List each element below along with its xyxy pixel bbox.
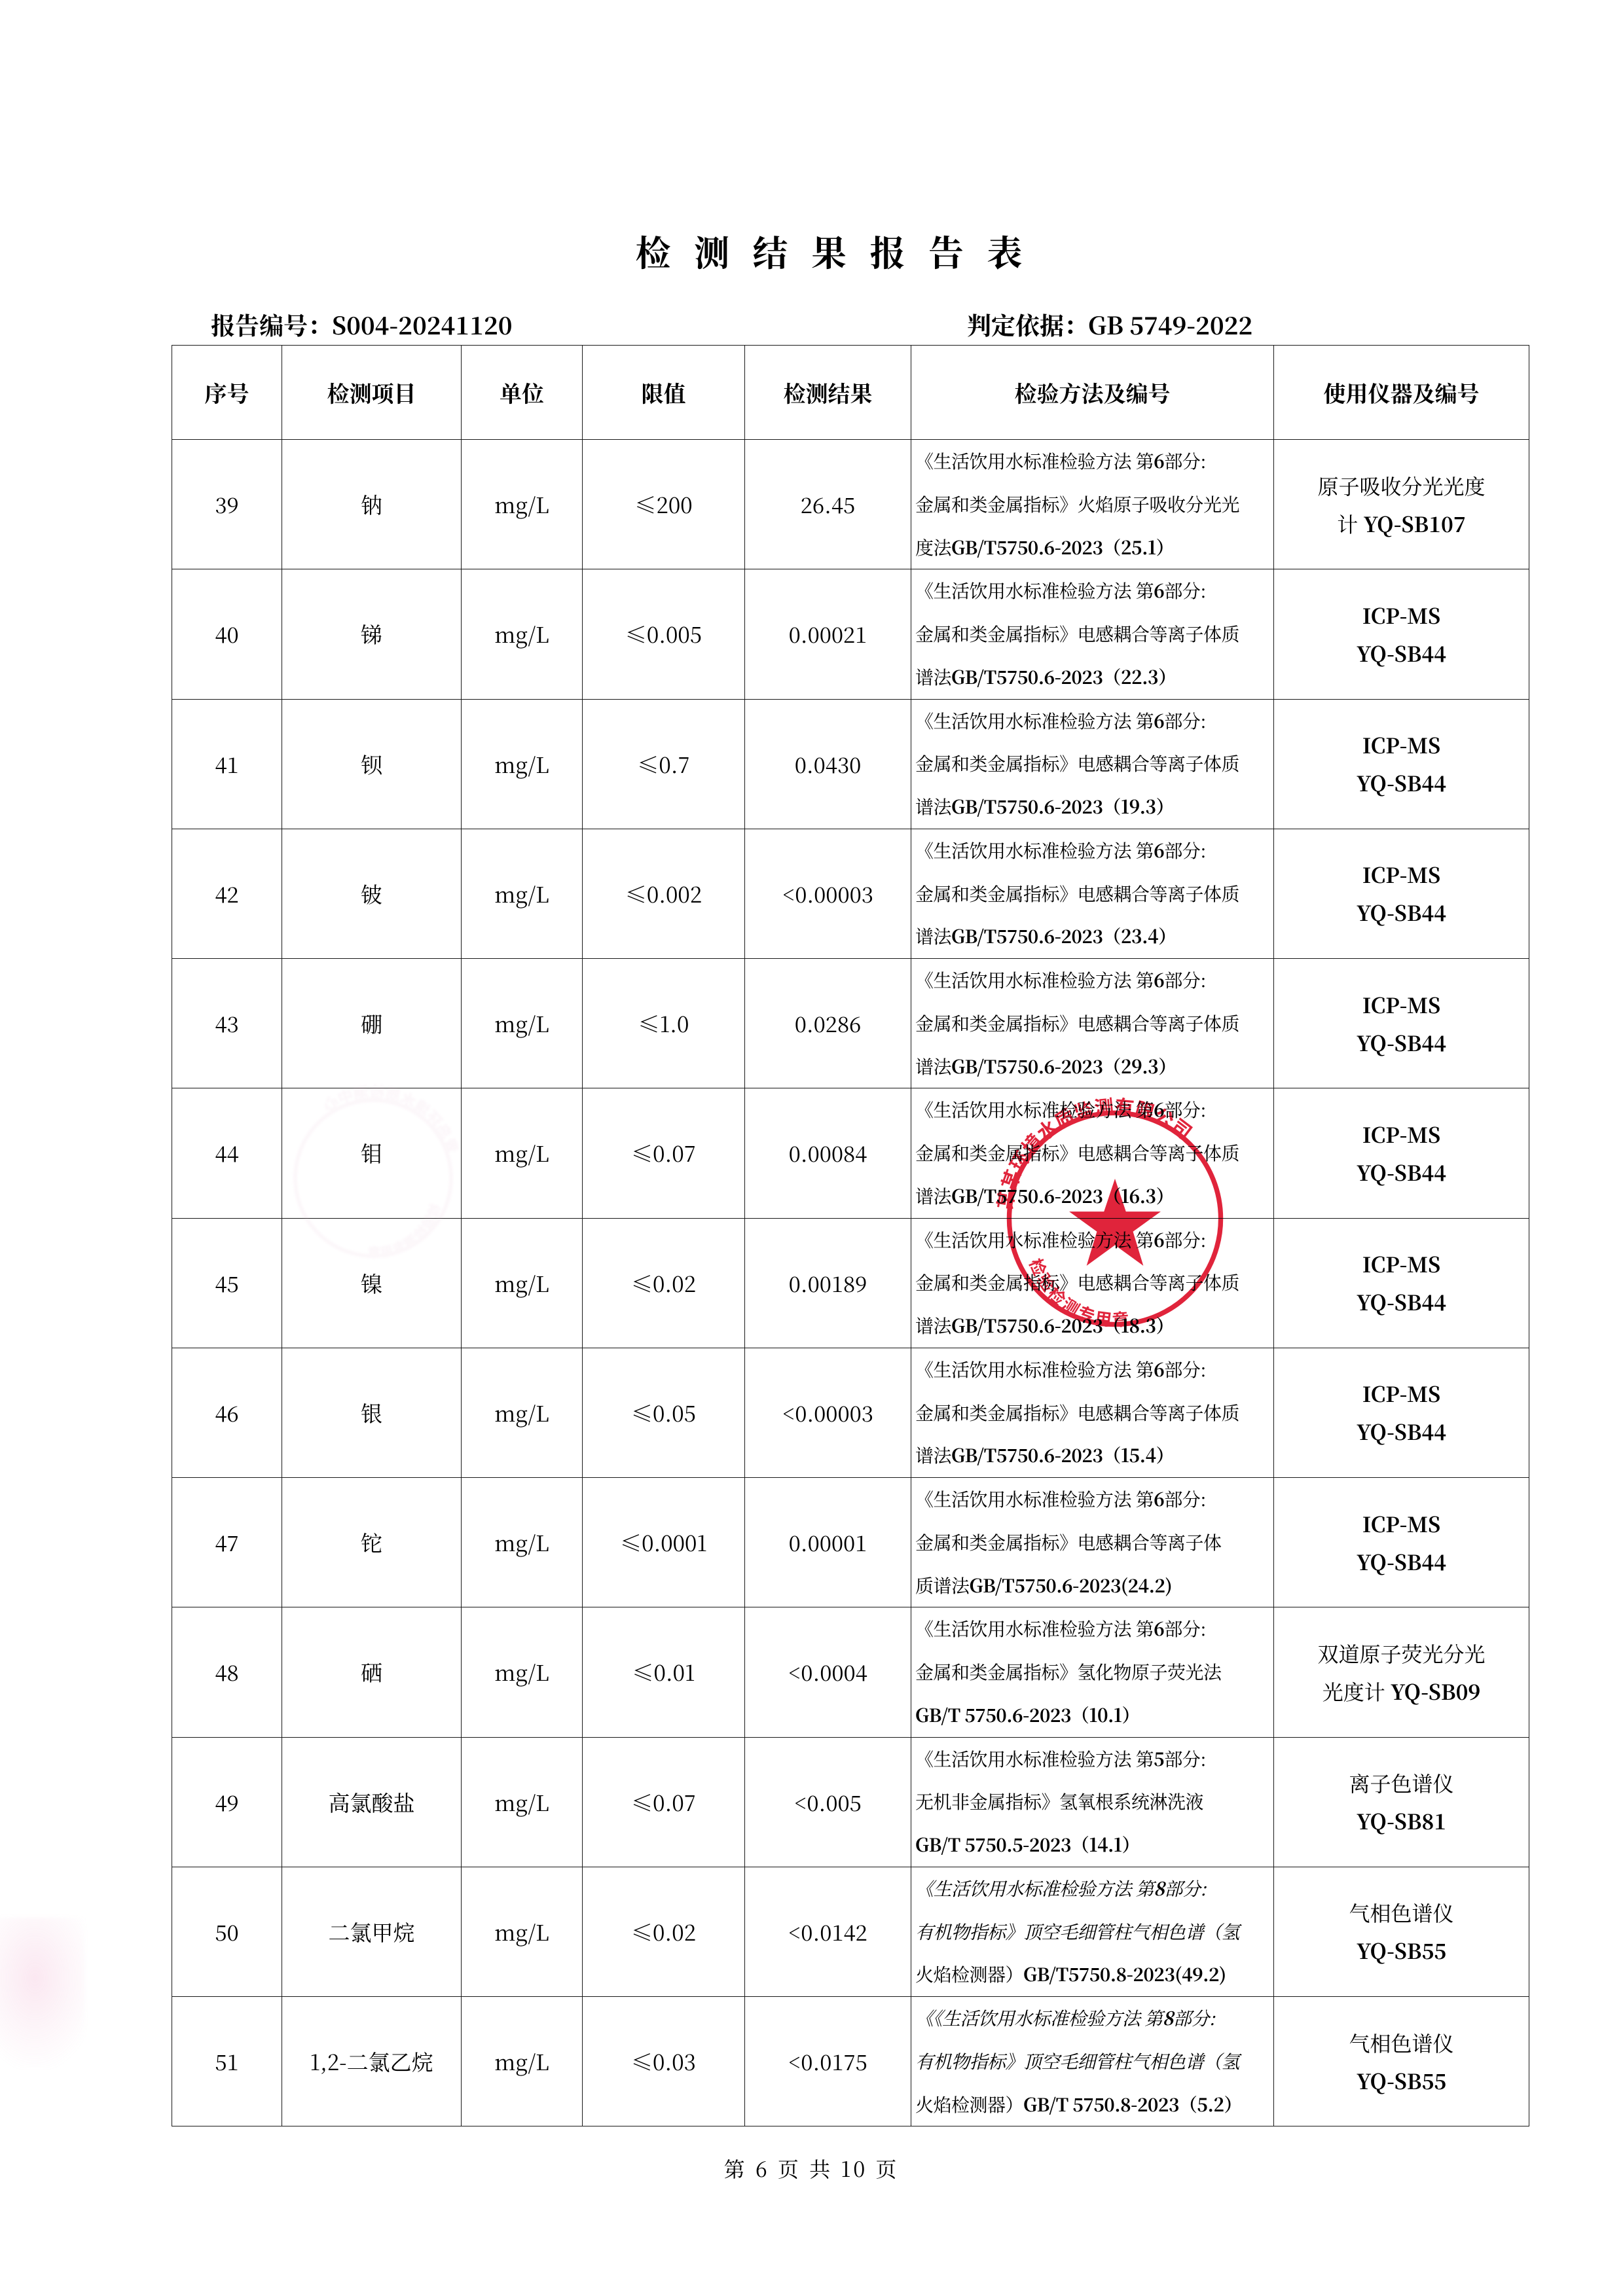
svg-text:某某环境水质监测有限公司: 某某环境水质监测有限公司	[989, 1091, 1198, 1211]
svg-text:青岛环境水质检测中心: 青岛环境水质检测中心	[317, 1067, 465, 1173]
svg-text:检验检测专用章: 检验检测专用章	[1024, 1255, 1131, 1331]
svg-text:检验检测专用章: 检验检测专用章	[359, 1198, 450, 1263]
